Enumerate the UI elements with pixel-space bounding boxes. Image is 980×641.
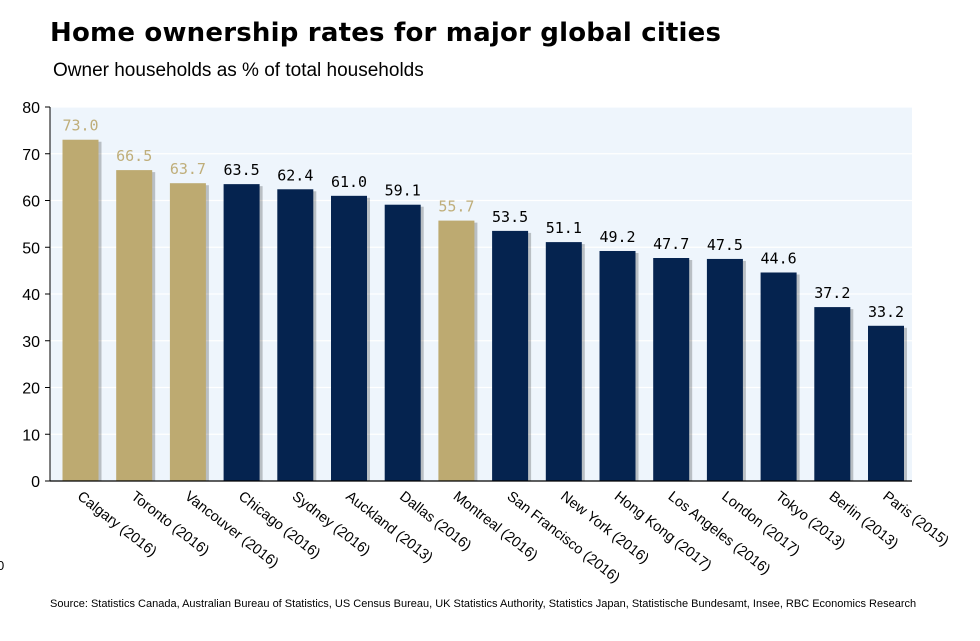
bars-group <box>62 139 907 482</box>
value-label: 33.2 <box>868 303 904 321</box>
value-label: 59.1 <box>385 182 421 200</box>
value-label: 44.6 <box>761 249 797 267</box>
bar <box>277 189 314 481</box>
y-axis: 0 10 20 30 40 50 60 70 80 <box>22 100 51 491</box>
value-label: 37.2 <box>814 284 850 302</box>
value-label: 63.5 <box>224 161 260 179</box>
value-label: 47.7 <box>653 235 689 253</box>
value-label: 73.0 <box>62 117 98 135</box>
source-note: Source: Statistics Canada, Australian Bu… <box>50 598 917 610</box>
bar <box>492 230 529 481</box>
x-axis: Calgary (2016)Toronto (2016)Vancouver (2… <box>50 480 952 586</box>
y-tick-label: 0 <box>31 474 40 491</box>
value-label: 53.5 <box>492 208 528 226</box>
value-labels-group: 73.0 66.5 63.7 63.5 62.4 61.0 59.1 55.7 53.5 51.1… <box>62 117 904 321</box>
y-tick-label: 50 <box>22 240 40 257</box>
value-label: 51.1 <box>546 219 582 237</box>
bar <box>169 183 206 481</box>
category-label: Vancouver (2016) <box>181 489 281 572</box>
bar <box>384 204 421 481</box>
y-tick-label: 10 <box>22 427 40 444</box>
bar <box>653 258 690 481</box>
bar <box>438 220 475 482</box>
bar <box>814 307 851 481</box>
bar <box>599 250 636 481</box>
y-tick-label: 80 <box>22 100 40 117</box>
bar <box>331 195 367 481</box>
chart-title: Home ownership rates for major global ci… <box>50 18 722 48</box>
value-label: 55.7 <box>438 198 474 216</box>
bar <box>62 139 99 481</box>
stray-mark: 0 <box>0 558 5 573</box>
bar <box>545 242 582 481</box>
value-label: 49.2 <box>599 228 635 246</box>
bar <box>223 184 260 481</box>
value-label: 66.5 <box>116 147 152 165</box>
bar <box>116 170 153 482</box>
value-label: 62.4 <box>277 166 313 184</box>
y-tick-label: 70 <box>22 147 40 164</box>
chart-subtitle: Owner households as % of total household… <box>53 60 424 81</box>
y-tick-label: 30 <box>22 334 40 351</box>
y-tick-label: 40 <box>22 287 40 304</box>
value-label: 61.0 <box>331 173 367 191</box>
bar <box>760 272 797 481</box>
value-label: 47.5 <box>707 236 743 254</box>
bar <box>706 258 743 481</box>
y-tick-label: 20 <box>22 381 40 398</box>
value-label: 63.7 <box>170 160 206 178</box>
y-tick-label: 60 <box>22 194 40 211</box>
category-label: Los Angeles (2016) <box>665 489 773 579</box>
bar <box>868 325 904 481</box>
category-label: Hong Kong (2017) <box>611 489 714 575</box>
